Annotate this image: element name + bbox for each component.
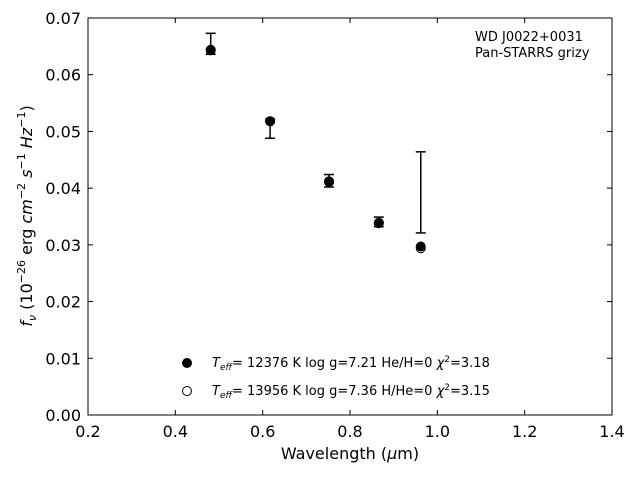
model-point-filled: [415, 241, 426, 252]
model-points: [205, 44, 426, 254]
legend-label-open: Teff= 13956 K log g=7.36 H/He=0 χ2=3.15: [212, 383, 490, 401]
x-axis-label: Wavelength (μm): [281, 444, 419, 463]
y-tick-label: 0.04: [45, 179, 81, 198]
x-tick-label: 0.4: [163, 422, 188, 441]
model-point-filled: [373, 218, 384, 229]
y-tick-label: 0.03: [45, 236, 81, 255]
y-tick-label: 0.01: [45, 349, 81, 368]
model-point-filled: [324, 176, 335, 187]
error-bars: [205, 32, 426, 234]
x-tick-label: 0.8: [337, 422, 362, 441]
x-tick-label: 1.0: [425, 422, 450, 441]
y-tick-label: 0.05: [45, 122, 81, 141]
y-axis-label: fν (10−26 erg cm−2 s−1 Hz−1): [15, 105, 39, 326]
annotation-survey: Pan-STARRS grizy: [475, 46, 590, 61]
legend: Teff= 12376 K log g=7.21 He/H=0 χ2=3.18 …: [182, 355, 490, 401]
y-tick-label: 0.00: [45, 406, 81, 425]
x-tick-label: 0.2: [75, 422, 100, 441]
annotation-object: WD J0022+0031: [475, 30, 583, 45]
x-tick-label: 1.2: [512, 422, 537, 441]
y-tick-label: 0.02: [45, 293, 81, 312]
y-tick-label: 0.07: [45, 9, 81, 28]
x-tick-label: 0.6: [250, 422, 275, 441]
axis-ticks: 0.2 0.4 0.6 0.8 1.0 1.2 1.4 0.00 0.01 0.02 0.03 0.0…: [45, 9, 624, 441]
legend-label-filled: Teff= 12376 K log g=7.21 He/H=0 χ2=3.18: [212, 355, 490, 373]
x-tick-label: 1.4: [599, 422, 624, 441]
y-tick-label: 0.06: [45, 66, 81, 85]
model-point-filled: [265, 116, 276, 127]
model-point-filled: [205, 44, 216, 55]
legend-marker-filled: [182, 358, 192, 368]
legend-marker-open: [182, 386, 192, 396]
